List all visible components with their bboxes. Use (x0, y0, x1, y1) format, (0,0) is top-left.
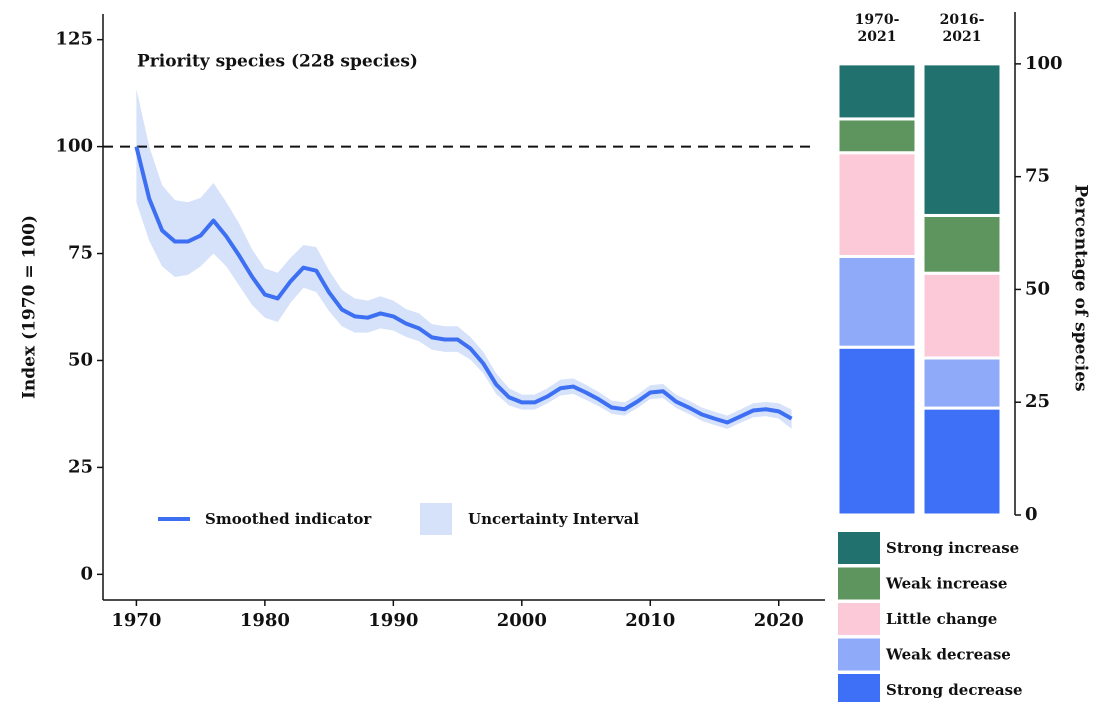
bar-segment (921, 356, 1003, 410)
y-tick-label: 75 (68, 243, 93, 264)
legend-label: Little change (886, 610, 997, 628)
y-tick-label: 0 (80, 563, 93, 584)
bar-segment (921, 271, 1003, 360)
y-tick-label: 125 (55, 29, 93, 50)
legend-swatch (838, 532, 880, 564)
y-tick-label: 100 (55, 136, 93, 157)
x-tick-label: 2020 (754, 610, 804, 631)
legend-label: Uncertainty Interval (468, 510, 639, 528)
y-tick-label: 25 (68, 456, 93, 477)
legend-label: Smoothed indicator (205, 510, 372, 528)
line (134, 146, 793, 425)
bar-segment (836, 62, 918, 121)
legend-swatch (420, 503, 452, 535)
category-label: 1970-2021 (855, 12, 900, 45)
y-axis-label: Percentage of species (1071, 184, 1091, 391)
bar-segment (836, 117, 918, 155)
bar-segment (836, 151, 918, 259)
x-tick-label: 1980 (240, 610, 290, 631)
y-tick-label: 100 (1025, 53, 1063, 74)
legend-label: Weak decrease (885, 646, 1011, 664)
y-axis-label: Index (1970 = 100) (20, 215, 40, 399)
y-tick-label: 0 (1025, 504, 1038, 525)
chart-title: Priority species (228 species) (137, 52, 418, 72)
legend-label: Strong decrease (886, 681, 1023, 699)
x-tick-label: 2000 (497, 610, 547, 631)
legend-label: Strong increase (886, 539, 1019, 557)
bar-segment (921, 62, 1003, 217)
bar-segment (921, 406, 1003, 517)
uncertainty-band (136, 88, 792, 429)
legend-swatch (838, 674, 880, 702)
legend-label: Weak increase (885, 575, 1007, 593)
x-tick-label: 2010 (625, 610, 675, 631)
y-tick-label: 50 (1025, 278, 1050, 299)
bar-segment (836, 255, 918, 349)
y-tick-label: 25 (1025, 391, 1050, 412)
y-tick-label: 75 (1025, 166, 1050, 187)
x-tick-label: 1970 (111, 610, 161, 631)
bar-segment (921, 213, 1003, 275)
legend-swatch (838, 603, 880, 635)
legend-swatch (838, 567, 880, 600)
category-label: 2016-2021 (940, 12, 985, 45)
y-tick-label: 50 (68, 349, 93, 370)
x-tick-label: 1990 (368, 610, 418, 631)
bar-segment (836, 345, 918, 517)
legend-swatch (838, 638, 880, 671)
